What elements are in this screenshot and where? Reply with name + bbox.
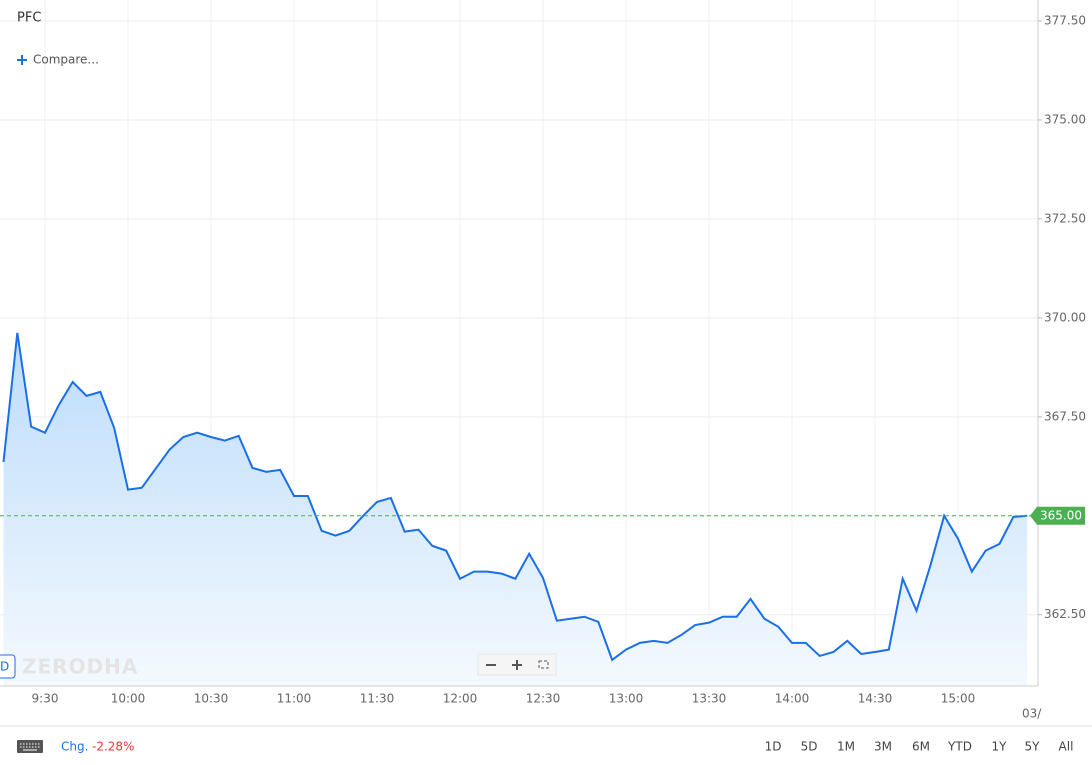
chart-title: PFC	[17, 11, 41, 26]
x-tick-label: 10:30	[194, 692, 229, 706]
plot	[2, 332, 1028, 686]
zoom-controls	[477, 653, 557, 676]
x-tick-label: 12:00	[443, 692, 478, 706]
compare-label[interactable]: Compare...	[33, 53, 99, 67]
watermark: ZERODHA	[22, 655, 138, 679]
change-label: Chg.	[61, 740, 88, 754]
y-tick-label: 370.00	[1044, 310, 1086, 324]
x-tick-label: 12:30	[526, 692, 561, 706]
fullscreen[interactable]	[538, 660, 549, 669]
x-tick-label: 11:00	[277, 692, 312, 706]
period-button[interactable]: 1M	[837, 740, 855, 754]
date-stub: 03/	[1022, 707, 1042, 721]
period-button[interactable]: YTD	[947, 740, 972, 754]
period-button[interactable]: 3M	[874, 740, 892, 754]
range-button-label[interactable]: D	[0, 660, 9, 674]
x-tick-label: 15:00	[941, 692, 976, 706]
line	[2, 332, 1028, 662]
period-button[interactable]: 5D	[801, 740, 818, 754]
range-button[interactable]	[0, 654, 16, 679]
x-tick-label: 13:00	[609, 692, 644, 706]
y-tick-label: 362.50	[1044, 607, 1086, 621]
y-tick-label: 377.50	[1044, 13, 1086, 27]
y-tick-label: 372.50	[1044, 211, 1086, 225]
x-tick-label: 11:30	[360, 692, 395, 706]
compare-button[interactable]: Compare...	[17, 53, 99, 67]
x-tick-label: 14:00	[775, 692, 810, 706]
zoom-in[interactable]	[512, 660, 522, 670]
period-buttons: 1D 5D 1M 3M 6M YTD 1Y 5Y All	[765, 740, 1074, 754]
x-tick-label: 13:30	[692, 692, 727, 706]
y-tick-label: 375.00	[1044, 112, 1086, 126]
area	[3, 332, 1028, 686]
x-tick-label: 10:00	[111, 692, 146, 706]
x-tick-label: 14:30	[858, 692, 893, 706]
last-price-tag	[1030, 506, 1085, 525]
period-button[interactable]: 6M	[912, 740, 930, 754]
period-button[interactable]: 1Y	[992, 740, 1008, 754]
x-tick-label: 9:30	[32, 692, 59, 706]
grid	[0, 0, 1038, 686]
change-value: -2.28%	[92, 740, 134, 754]
period-button[interactable]: All	[1059, 740, 1074, 754]
y-tick-label: 367.50	[1044, 409, 1086, 423]
period-button[interactable]: 1D	[765, 740, 782, 754]
period-button[interactable]: 5Y	[1025, 740, 1041, 754]
keyboard-icon[interactable]	[17, 740, 43, 753]
last-price-label: 365.00	[1040, 508, 1082, 522]
